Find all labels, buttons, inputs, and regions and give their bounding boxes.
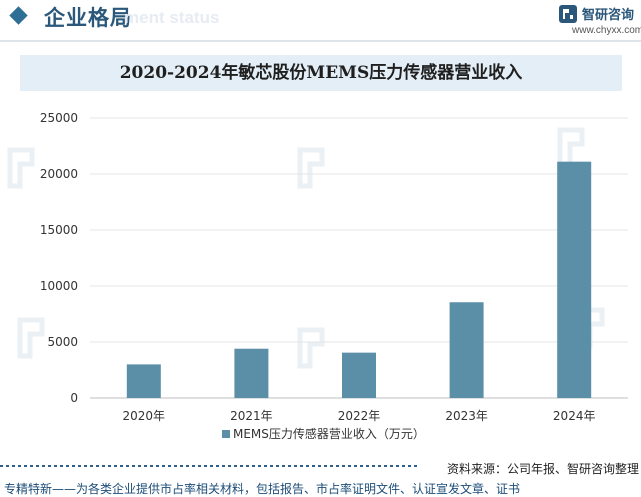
x-tick-label: 2023年 (445, 409, 488, 423)
header: 企业格局 ment status 智研咨询 www.chyxx.com (0, 0, 641, 38)
y-tick-label: 20000 (40, 167, 78, 181)
bar (126, 364, 161, 398)
y-tick-label: 15000 (40, 223, 78, 237)
header-ghost-text: ment status (124, 8, 220, 27)
y-tick-label: 0 (70, 391, 78, 405)
x-tick-label: 2020年 (123, 409, 166, 423)
x-tick-label: 2022年 (338, 409, 381, 423)
bar (557, 161, 592, 398)
x-tick-label: 2024年 (553, 409, 596, 423)
brand-logo-icon (559, 5, 577, 23)
bar (234, 348, 269, 398)
footer-divider (0, 465, 420, 467)
x-axis-ticks: 2020年 2021年 2022年 2023年 2024年 (123, 409, 596, 423)
y-tick-label: 10000 (40, 279, 78, 293)
chart-title-band: 2020-2024年敏芯股份MEMS压力传感器营业收入 (20, 55, 622, 91)
section-title: 企业格局 (44, 6, 132, 30)
chart-title: 2020-2024年敏芯股份MEMS压力传感器营业收入 (119, 63, 523, 83)
brand-url: www.chyxx.com (572, 25, 641, 36)
bars (126, 161, 592, 398)
bottom-slogan: 专精特新——为各类企业提供市占率相关材料，包括报告、市占率证明文件、认证宣发文章… (4, 482, 521, 496)
legend-swatch (222, 430, 230, 438)
source-note: 资料来源：公司年报、智研咨询整理 (446, 462, 639, 476)
header-divider (0, 40, 641, 42)
bar-chart: 0 5000 10000 15000 20000 25000 2020年 2021年 2022… (40, 111, 628, 441)
diamond-icon (9, 6, 28, 25)
bar (449, 302, 484, 398)
y-axis-ticks: 0 5000 10000 15000 20000 25000 (40, 111, 78, 405)
y-tick-label: 25000 (40, 111, 78, 125)
legend: MEMS压力传感器营业收入（万元） (222, 426, 425, 441)
brand-name: 智研咨询 (582, 8, 635, 23)
y-tick-label: 5000 (47, 335, 78, 349)
legend-label: MEMS压力传感器营业收入（万元） (233, 426, 425, 441)
bar (342, 352, 376, 398)
x-tick-label: 2021年 (230, 409, 273, 423)
